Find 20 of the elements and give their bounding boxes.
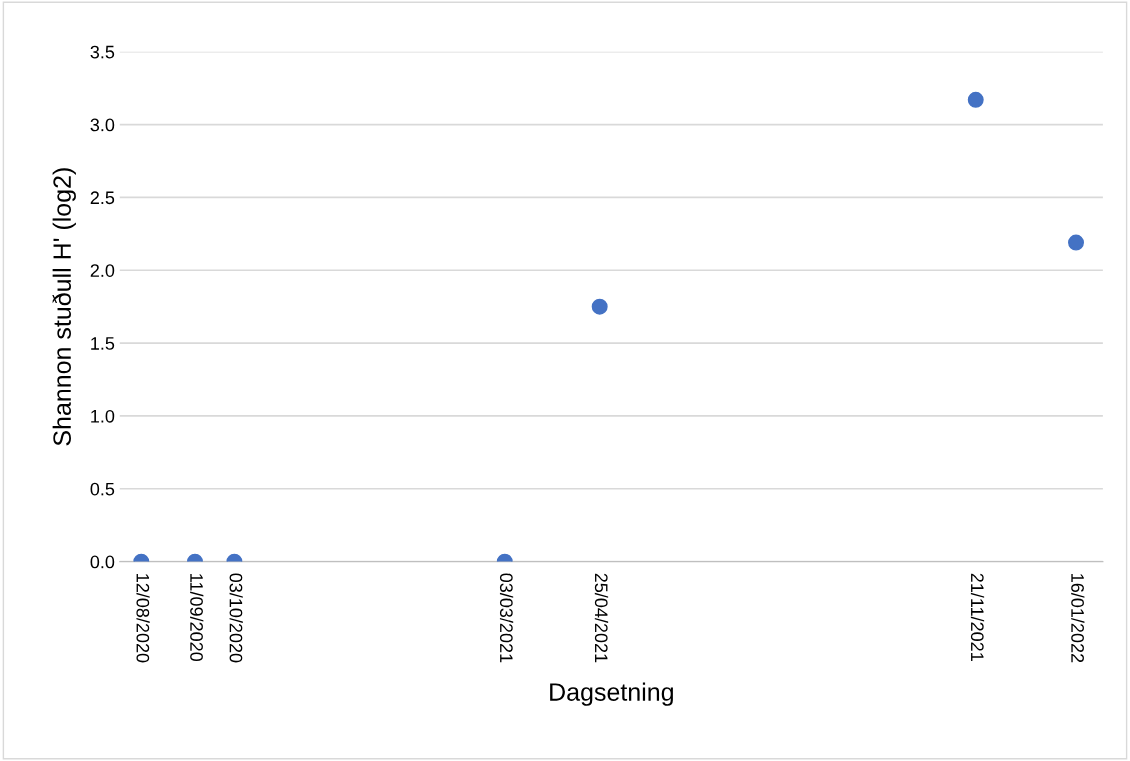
y-tick-label: 3.5: [90, 45, 115, 59]
point: [1068, 234, 1084, 251]
y-axis-title: Shannon stuðull H' (log2): [52, 168, 76, 446]
x-tick-label: 12/08/2020: [136, 574, 150, 663]
x-tick-label: 16/01/2022: [1071, 574, 1085, 663]
y-tick-label: 2.5: [90, 191, 115, 205]
x-tick-label: 11/09/2020: [190, 574, 204, 662]
x-tick-label: 25/04/2021: [594, 573, 609, 663]
y-tick-label: 0.0: [90, 555, 115, 569]
x-tick-label: 03/03/2021: [499, 573, 514, 663]
y-tick-label: 1.5: [91, 337, 115, 350]
y-tick-label: 3.0: [90, 118, 115, 132]
point: [591, 298, 608, 315]
x-axis-title: Dagsetning: [550, 682, 673, 706]
x-tick-label: 21/11/2021: [970, 573, 985, 661]
x-tick-label: 03/10/2020: [229, 573, 243, 663]
y-tick-label: 1.0: [91, 409, 115, 423]
y-tick-label: 0.5: [90, 482, 115, 496]
point: [967, 91, 984, 108]
y-tick-label: 2.0: [90, 264, 115, 277]
